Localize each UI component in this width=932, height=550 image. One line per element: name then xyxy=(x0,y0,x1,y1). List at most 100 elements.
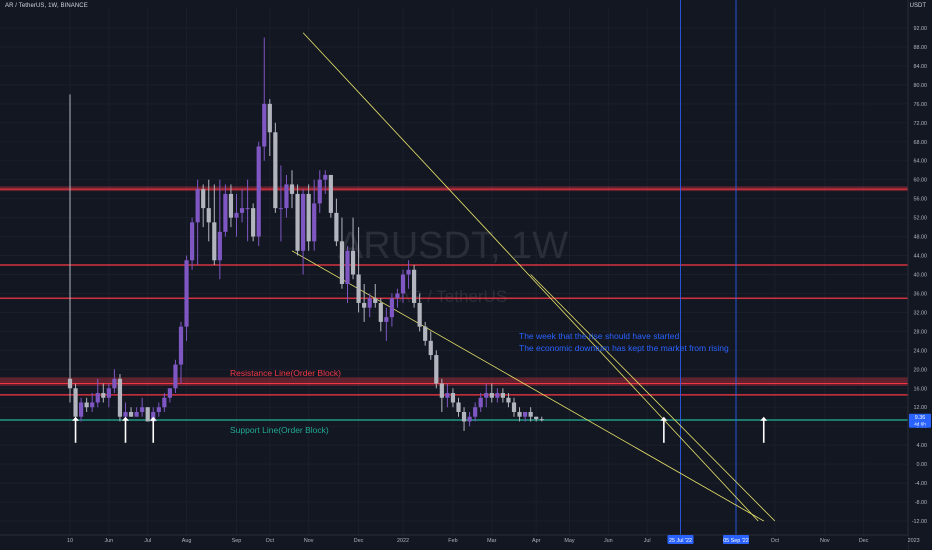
up-arrow-head xyxy=(72,416,80,421)
candle-body xyxy=(434,355,439,384)
time-tick-label: Sep xyxy=(232,538,242,544)
candle xyxy=(439,378,444,412)
candle xyxy=(79,397,84,422)
candle-body xyxy=(528,411,533,417)
candle xyxy=(406,260,411,289)
candle-body xyxy=(195,189,200,223)
candle xyxy=(434,350,439,389)
price-tick-label: 88.00 xyxy=(914,45,928,51)
candle xyxy=(389,293,394,327)
candle-body xyxy=(173,364,178,389)
candle-body xyxy=(228,193,234,218)
candle xyxy=(223,184,228,237)
price-tick-label: 84.00 xyxy=(914,64,928,70)
candle-body xyxy=(278,208,283,210)
candle-body xyxy=(362,302,367,308)
candle-body xyxy=(511,402,517,412)
candle xyxy=(334,198,339,247)
candle-body xyxy=(201,189,206,209)
candle xyxy=(378,298,383,332)
candle xyxy=(428,331,433,360)
price-tick-label: 4.00 xyxy=(917,443,928,449)
price-tick-label: 24.00 xyxy=(914,348,928,354)
candle-body xyxy=(378,302,383,322)
price-tag-value: 9.36 xyxy=(915,415,926,421)
candle xyxy=(278,165,283,242)
candle-body xyxy=(428,340,433,356)
candle-body xyxy=(212,222,217,261)
candle xyxy=(262,37,267,161)
candle xyxy=(339,217,345,289)
price-tick-label: 68.00 xyxy=(914,140,928,146)
candle-body xyxy=(112,378,117,389)
candle xyxy=(306,184,311,251)
candle-body xyxy=(167,388,172,398)
candle xyxy=(356,227,361,313)
candle xyxy=(267,99,272,156)
candle xyxy=(289,170,295,209)
candle xyxy=(245,179,250,242)
price-tick-label: 60.00 xyxy=(914,178,928,184)
time-tick-label: Mar xyxy=(487,538,496,544)
candle-body xyxy=(478,397,483,408)
candle-body xyxy=(301,193,306,251)
watermark-name: AR / TetherUS xyxy=(399,287,507,306)
price-tag xyxy=(909,413,931,428)
candle xyxy=(412,265,417,308)
candle-body xyxy=(417,302,422,327)
candle xyxy=(234,193,239,237)
candle xyxy=(128,407,134,417)
candle-body xyxy=(90,402,95,408)
candle xyxy=(239,189,245,223)
candle-body xyxy=(367,298,372,308)
candle xyxy=(400,269,406,303)
price-tick-label: 92.00 xyxy=(914,26,928,32)
candle xyxy=(84,397,89,412)
candle xyxy=(134,407,139,417)
candle-body xyxy=(190,222,195,261)
price-tick-label: -4.00 xyxy=(915,481,927,487)
candle-body xyxy=(473,407,478,417)
symbol-header: AR / TetherUS, 1W, BINANCE xyxy=(5,3,88,9)
up-arrow-head xyxy=(149,416,157,421)
candle xyxy=(484,383,489,408)
candle-body xyxy=(456,402,461,412)
candle-body xyxy=(128,411,134,417)
time-tick-label: 2023 xyxy=(908,538,920,544)
candle xyxy=(178,321,184,384)
candle xyxy=(312,179,317,251)
candle-body xyxy=(356,274,361,303)
candle-body xyxy=(217,231,222,261)
candle-body xyxy=(223,193,228,232)
candle xyxy=(101,383,106,403)
candle xyxy=(162,393,167,412)
time-tick-label: Aug xyxy=(182,538,192,544)
candle xyxy=(450,388,456,408)
price-tick-label: -8.00 xyxy=(915,500,927,506)
time-tick-label: 25 Jul '22 xyxy=(669,538,692,544)
candle xyxy=(217,179,222,280)
candle-body xyxy=(162,397,167,408)
currency-label: USDT xyxy=(909,3,926,9)
candle-body xyxy=(373,298,378,303)
candle xyxy=(106,383,111,408)
candle xyxy=(251,203,256,242)
candle-body xyxy=(500,393,505,398)
candle-body xyxy=(412,269,417,303)
time-tick-label: Dec xyxy=(354,538,364,544)
time-tick-label: Jul xyxy=(144,538,151,544)
candle-body xyxy=(134,411,139,417)
candle xyxy=(539,416,544,422)
candle-body xyxy=(439,383,444,398)
price-tick-label: 32.00 xyxy=(914,310,928,316)
candle xyxy=(145,407,150,422)
up-arrow xyxy=(72,416,80,443)
trendline xyxy=(530,274,776,522)
candle xyxy=(67,94,73,403)
candle-body xyxy=(284,184,289,209)
time-tick-highlight xyxy=(667,535,694,544)
time-tick-label: May xyxy=(564,538,574,544)
candle xyxy=(295,184,300,256)
candle xyxy=(445,383,450,408)
